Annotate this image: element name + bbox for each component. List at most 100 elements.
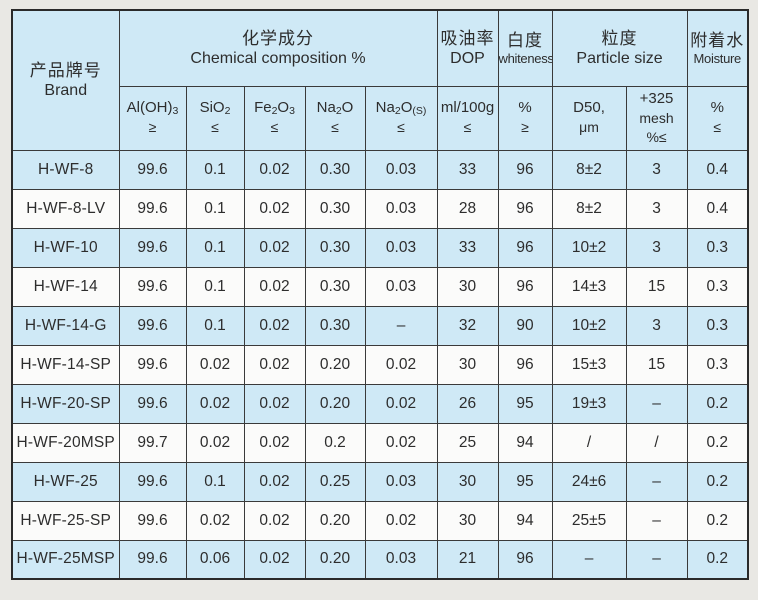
value-cell: 0.4 [686, 188, 749, 229]
header-dop-en: DOP [450, 49, 485, 67]
whiteness-unit-label: % [518, 99, 532, 117]
header-dop-zh: 吸油率 [440, 28, 495, 48]
value-cell: 0.03 [364, 149, 438, 190]
value-cell: 0.2 [686, 539, 749, 580]
value-cell: 99.6 [118, 188, 187, 229]
d50-unit-label: μm [579, 119, 599, 136]
formula-sio2: SiO2 [199, 99, 231, 118]
value-cell: 0.3 [686, 305, 749, 346]
header-na2o: Na2O ≤ [304, 85, 366, 151]
value-cell: 90 [497, 305, 553, 346]
value-cell: 94 [497, 422, 553, 463]
value-cell: 3 [625, 188, 688, 229]
value-cell: 14±3 [551, 266, 627, 307]
limit-symbol: ≥ [148, 119, 157, 136]
header-brand-en: Brand [44, 81, 88, 99]
formula-al-oh3: Al(OH)3 [126, 99, 179, 118]
formula-na2o: Na2O [316, 99, 354, 118]
value-cell: / [625, 422, 688, 463]
table-row: H-WF-14-SP 99.6 0.02 0.02 0.20 0.02 30 96 15±3 15… [11, 344, 749, 385]
brand-cell: H-WF-14-SP [11, 344, 120, 385]
spec-table: 产品牌号 Brand 化学成分 Chemical composition % 吸… [11, 9, 750, 580]
value-cell: 0.1 [185, 266, 245, 307]
brand-cell: H-WF-25 [11, 461, 120, 502]
header-whiteness-unit: % ≥ [497, 85, 553, 151]
table-row: H-WF-25-SP 99.6 0.02 0.02 0.20 0.02 30 94 25±5–0… [11, 500, 749, 541]
value-cell: 0.2 [686, 500, 749, 541]
value-cell: 0.1 [185, 188, 245, 229]
value-cell: 0.3 [686, 266, 749, 307]
header-chemical-composition: 化学成分 Chemical composition % [118, 9, 438, 87]
value-cell: 0.1 [185, 461, 245, 502]
value-cell: 0.02 [185, 500, 245, 541]
value-cell: – [625, 539, 688, 580]
value-cell: 0.02 [243, 539, 306, 580]
value-cell: 0.20 [304, 344, 366, 385]
value-cell: 28 [436, 188, 499, 229]
value-cell: 0.2 [686, 422, 749, 463]
value-cell: 99.6 [118, 344, 187, 385]
limit-symbol: ≤ [211, 119, 219, 136]
value-cell: 0.20 [304, 539, 366, 580]
dop-unit-label: ml/100g [440, 99, 495, 117]
value-cell: 0.25 [304, 461, 366, 502]
value-cell: 0.02 [243, 422, 306, 463]
value-cell: 0.02 [243, 344, 306, 385]
header-al-oh3: Al(OH)3 ≥ [118, 85, 187, 151]
table-row: H-WF-10 99.6 0.1 0.02 0.30 0.03 33 96 10±2 3 0.3 [11, 227, 749, 268]
value-cell: 96 [497, 539, 553, 580]
value-cell: 33 [436, 227, 499, 268]
limit-symbol: ≥ [521, 119, 529, 136]
table-row: H-WF-8 99.6 0.1 0.02 0.30 0.03 33 96 8±2 3 0.4 [11, 149, 749, 190]
limit-symbol: ≤ [463, 119, 472, 136]
value-cell: 24±6 [551, 461, 627, 502]
value-cell: 0.03 [364, 188, 438, 229]
header-moisture-zh: 附着水 [690, 30, 745, 50]
header-particle-zh: 粒度 [601, 28, 638, 48]
value-cell: 0.06 [185, 539, 245, 580]
brand-cell: H-WF-14 [11, 266, 120, 307]
value-cell: – [625, 500, 688, 541]
value-cell: 3 [625, 227, 688, 268]
header-dop: 吸油率 DOP [436, 9, 499, 87]
limit-symbol: ≤ [270, 119, 279, 136]
value-cell: 0.02 [364, 344, 438, 385]
value-cell: 19±3 [551, 383, 627, 424]
header-particle-size: 粒度 Particle size [551, 9, 688, 87]
value-cell: 0.1 [185, 227, 245, 268]
value-cell: 15 [625, 266, 688, 307]
value-cell: – [551, 539, 627, 580]
value-cell: 0.4 [686, 149, 749, 190]
value-cell: 33 [436, 149, 499, 190]
table-row: H-WF-25 99.6 0.1 0.02 0.25 0.03 30 95 24±6–0.2 [11, 461, 749, 502]
value-cell: 99.7 [118, 422, 187, 463]
value-cell: 99.6 [118, 266, 187, 307]
header-fe2o3: Fe2O3 ≤ [243, 85, 306, 151]
header-moisture: 附着水 Moisture [686, 9, 749, 87]
value-cell: 0.02 [364, 500, 438, 541]
header-moisture-en: Moisture [693, 50, 742, 66]
value-cell: 0.3 [686, 344, 749, 385]
value-cell: 96 [497, 188, 553, 229]
mesh-label: mesh [639, 109, 674, 126]
value-cell: 30 [436, 266, 499, 307]
value-cell: 0.2 [686, 383, 749, 424]
value-cell: 0.30 [304, 227, 366, 268]
header-chemical-en: Chemical composition % [190, 49, 366, 67]
value-cell: 32 [436, 305, 499, 346]
value-cell: 8±2 [551, 188, 627, 229]
table-row: H-WF-14 99.6 0.1 0.02 0.30 0.03 30 96 14±3 15 0.3 [11, 266, 749, 307]
header-moisture-unit: % ≤ [686, 85, 749, 151]
value-cell: 0.2 [686, 461, 749, 502]
value-cell: 96 [497, 344, 553, 385]
formula-na2o-s: Na2O(S) [375, 99, 427, 118]
value-cell: 95 [497, 383, 553, 424]
brand-cell: H-WF-10 [11, 227, 120, 268]
table-body: H-WF-8 99.6 0.1 0.02 0.30 0.03 33 96 8±2 3 0.4 H-WF… [11, 149, 749, 580]
limit-symbol: ≤ [397, 119, 405, 136]
value-cell: 99.6 [118, 383, 187, 424]
header-na2o-s: Na2O(S) ≤ [364, 85, 438, 151]
value-cell: – [625, 461, 688, 502]
value-cell: 0.03 [364, 461, 438, 502]
